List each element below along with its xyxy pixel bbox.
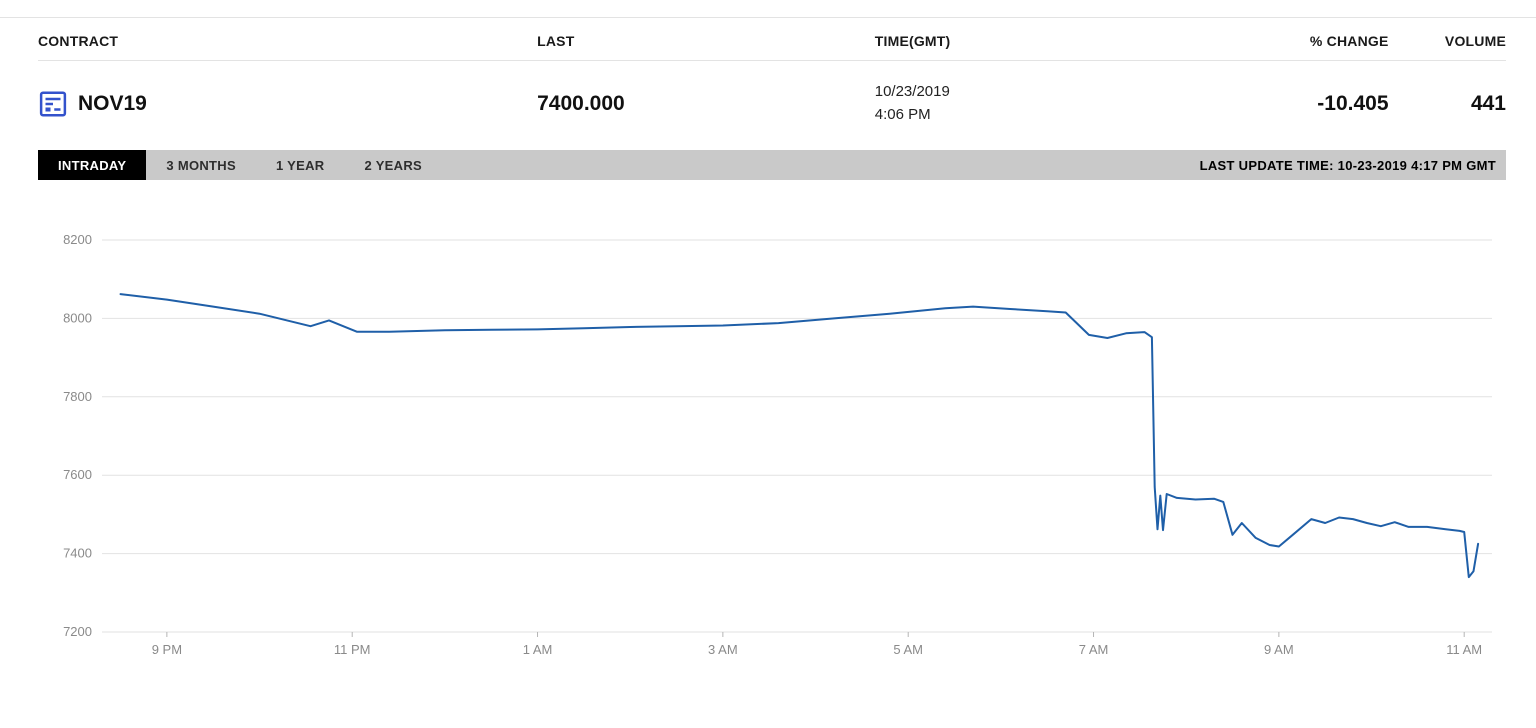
x-tick-label: 11 AM — [1446, 642, 1482, 657]
column-header-volume: VOLUME — [1444, 33, 1506, 49]
top-divider — [0, 17, 1536, 18]
column-header-percent-change: % CHANGE — [1309, 33, 1389, 49]
x-tick-label: 9 PM — [152, 642, 182, 657]
x-tick-label: 1 AM — [523, 642, 553, 657]
quote-page: CONTRACT LAST TIME(GMT) % CHANGE VOLUME … — [0, 18, 1536, 676]
quote-table-header: CONTRACT LAST TIME(GMT) % CHANGE VOLUME — [38, 18, 1506, 61]
tab-1-year[interactable]: 1 YEAR — [275, 157, 325, 173]
y-tick-label: 7600 — [63, 467, 92, 482]
tab-intraday[interactable]: INTRADAY — [38, 150, 147, 180]
x-tick-label: 11 PM — [334, 642, 371, 657]
last-price: 7400.000 — [537, 91, 625, 115]
column-header-contract: CONTRACT — [38, 33, 119, 49]
line-chart-svg: 7200 7400 7600 7800 8000 8200 9 PM 11 PM 1 AM 3 A… — [63, 232, 1492, 657]
quote-row: NOV19 7400.000 10/23/2019 4:06 PM -10.40… — [38, 61, 1506, 148]
percent-change-value: -10.405 — [1317, 91, 1389, 115]
tab-3-months[interactable]: 3 MONTHS — [166, 157, 236, 173]
x-tick-label: 5 AM — [893, 642, 923, 657]
column-header-last: LAST — [537, 33, 575, 49]
last-update-time: LAST UPDATE TIME: 10-23-2019 4:17 PM GMT — [1199, 157, 1496, 173]
column-header-time-gmt: TIME(GMT) — [874, 33, 951, 49]
price-chart: 7200 7400 7600 7800 8000 8200 9 PM 11 PM 1 AM 3 A… — [38, 206, 1506, 676]
y-tick-label: 7200 — [63, 624, 92, 639]
contract-cell: NOV19 — [38, 89, 537, 119]
contract-name: NOV19 — [78, 91, 147, 115]
y-tick-label: 8200 — [63, 232, 92, 247]
trade-date: 10/23/2019 — [874, 83, 950, 100]
price-line — [119, 293, 1480, 579]
trade-time-cell: 10/23/2019 4:06 PM — [875, 81, 1257, 126]
tab-2-years[interactable]: 2 YEARS — [364, 157, 422, 173]
x-tick-label: 3 AM — [708, 642, 738, 657]
x-tick-label: 7 AM — [1079, 642, 1109, 657]
volume-value: 441 — [1470, 91, 1506, 115]
y-tick-label: 8000 — [63, 310, 92, 325]
contract-detail-icon[interactable] — [38, 89, 68, 119]
x-tick-label: 9 AM — [1264, 642, 1294, 657]
trade-time: 4:06 PM — [874, 105, 931, 123]
y-tick-label: 7800 — [63, 389, 92, 404]
chart-range-tabbar: INTRADAY 3 MONTHS 1 YEAR 2 YEARS LAST UP… — [38, 150, 1506, 180]
y-tick-label: 7400 — [63, 546, 92, 561]
